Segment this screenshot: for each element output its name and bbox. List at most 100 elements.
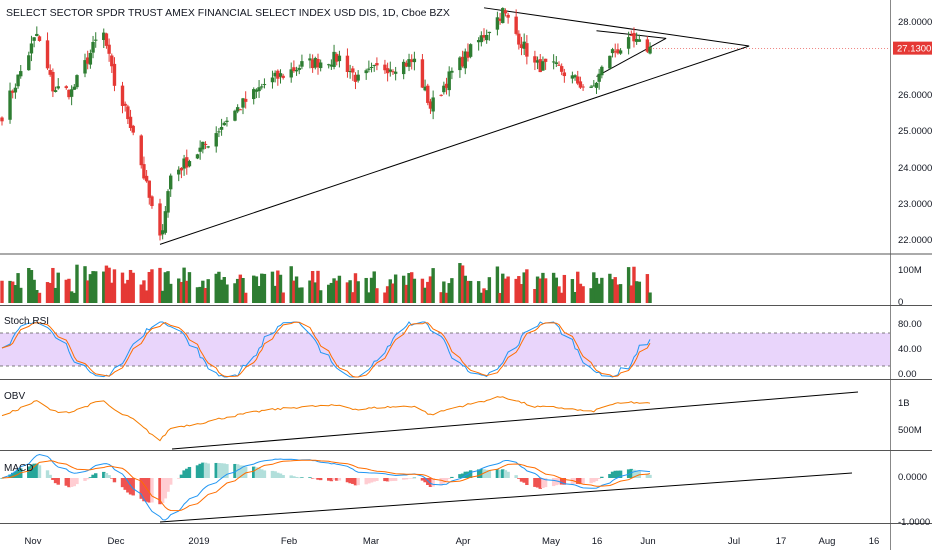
macd-histogram-bar [468, 470, 473, 478]
volume-bar [126, 279, 130, 303]
candle-body [645, 39, 650, 52]
macd-histogram-bar [297, 477, 301, 479]
candle-body [498, 18, 502, 21]
candle-body [393, 71, 398, 74]
volume-bar [313, 282, 318, 303]
macd-histogram-bar [329, 478, 334, 482]
volume-bar [519, 284, 524, 303]
macd-histogram-bar [169, 478, 173, 485]
volume-bar [198, 286, 202, 303]
macd-histogram-bar [495, 469, 500, 478]
candle-body [337, 55, 342, 62]
stoch-rsi-k-line [1, 321, 651, 378]
candle-body [401, 61, 406, 75]
obv-pane[interactable]: OBV [1, 391, 859, 450]
volume-bar [517, 276, 521, 303]
macd-histogram-bar [348, 478, 352, 484]
candle-body [554, 62, 559, 64]
candle-body [313, 58, 318, 68]
candle-body [110, 55, 114, 67]
macd-histogram-bar [634, 470, 639, 478]
macd-histogram-bar [139, 478, 143, 499]
candle-body [201, 141, 205, 150]
volume-bar [110, 282, 114, 303]
volume-bar [450, 278, 454, 303]
volume-bar [648, 292, 652, 303]
obv-lines [1, 391, 859, 450]
macd-histogram-bar [484, 469, 489, 478]
macd-histogram-bar [426, 478, 430, 485]
price-pane[interactable]: SELECT SECTOR SPDR TRUST AMEX FINANCIAL … [0, 7, 890, 245]
candle-body [519, 44, 524, 48]
macd-histogram-bar [375, 478, 379, 481]
candle-body [142, 164, 146, 179]
candle-body [169, 175, 173, 190]
volume-bar [203, 288, 208, 303]
volume-bar [610, 279, 615, 303]
macd-label: MACD [4, 463, 33, 474]
volume-bar [353, 273, 358, 303]
macd-histogram-bar [214, 462, 218, 478]
volume-bar [388, 279, 392, 303]
candle-body [600, 66, 604, 76]
macd-histogram-bar [613, 470, 617, 478]
volume-bar [75, 264, 79, 303]
volume-bar [94, 271, 98, 303]
volume-bar [632, 266, 636, 303]
candle-body [195, 154, 200, 159]
candle-body [592, 85, 596, 87]
volume-bar [645, 274, 650, 303]
time-scale[interactable]: Nov Dec 2019 Feb Mar Apr May 16 Jun Jul 17 Aug 16 [25, 536, 880, 547]
candle-body [85, 57, 90, 64]
price-candles[interactable] [0, 7, 890, 241]
volume-bar [32, 279, 36, 303]
price-trendlines[interactable] [159, 7, 750, 245]
time-tick: 17 [776, 536, 787, 547]
macd-histogram-bar [27, 466, 31, 478]
obv-tick: 500M [898, 425, 922, 436]
volume-bar [332, 278, 336, 303]
candle-body [219, 126, 224, 130]
volume-bar [525, 269, 529, 303]
macd-histogram-bar [618, 470, 623, 478]
candle-body [538, 59, 542, 73]
macd-histogram-bar [158, 478, 162, 505]
macd-histogram-bar [37, 465, 42, 478]
macd-histogram-bar [506, 471, 510, 478]
volume-bar [498, 292, 502, 303]
volume-bar [484, 290, 489, 303]
macd-histogram-bar [444, 478, 449, 482]
candle-body [308, 58, 312, 61]
macd-histogram-bar [292, 476, 296, 478]
macd-pane[interactable]: MACD [0, 453, 853, 523]
macd-histogram-bar [276, 472, 280, 478]
volume-bar [56, 272, 60, 303]
volume-bar [337, 275, 342, 303]
price-scale[interactable]: 28.0000 26.0000 25.0000 24.0000 23.0000 … [893, 17, 932, 528]
volume-bar [308, 280, 312, 303]
candle-body [458, 57, 462, 71]
volume-pane[interactable] [0, 263, 652, 303]
stoch-rsi-label: Stoch RSI [4, 316, 49, 327]
candle-body [578, 81, 583, 88]
macd-histogram-bar [326, 478, 331, 481]
candle-body [187, 161, 192, 167]
candle-body [91, 42, 95, 53]
macd-histogram-bar [597, 478, 601, 479]
macd-histogram-bar [8, 474, 12, 478]
candle-body [254, 89, 259, 92]
macd-histogram-bar [217, 463, 221, 478]
macd-histogram-bar [412, 477, 417, 479]
candle-body [594, 82, 599, 88]
macd-histogram-bar [356, 478, 360, 486]
macd-histogram-bar [241, 465, 245, 478]
volume-bar [142, 280, 146, 303]
trendline [596, 37, 667, 77]
stoch-rsi-pane[interactable]: Stoch RSI [0, 316, 890, 378]
obv-trendline [171, 391, 859, 450]
volume-bar [608, 273, 612, 303]
last-price-value: 27.1300 [897, 44, 931, 55]
volume-bar [444, 292, 449, 303]
volume-bar [533, 288, 537, 303]
macd-histogram-bar [163, 478, 168, 499]
